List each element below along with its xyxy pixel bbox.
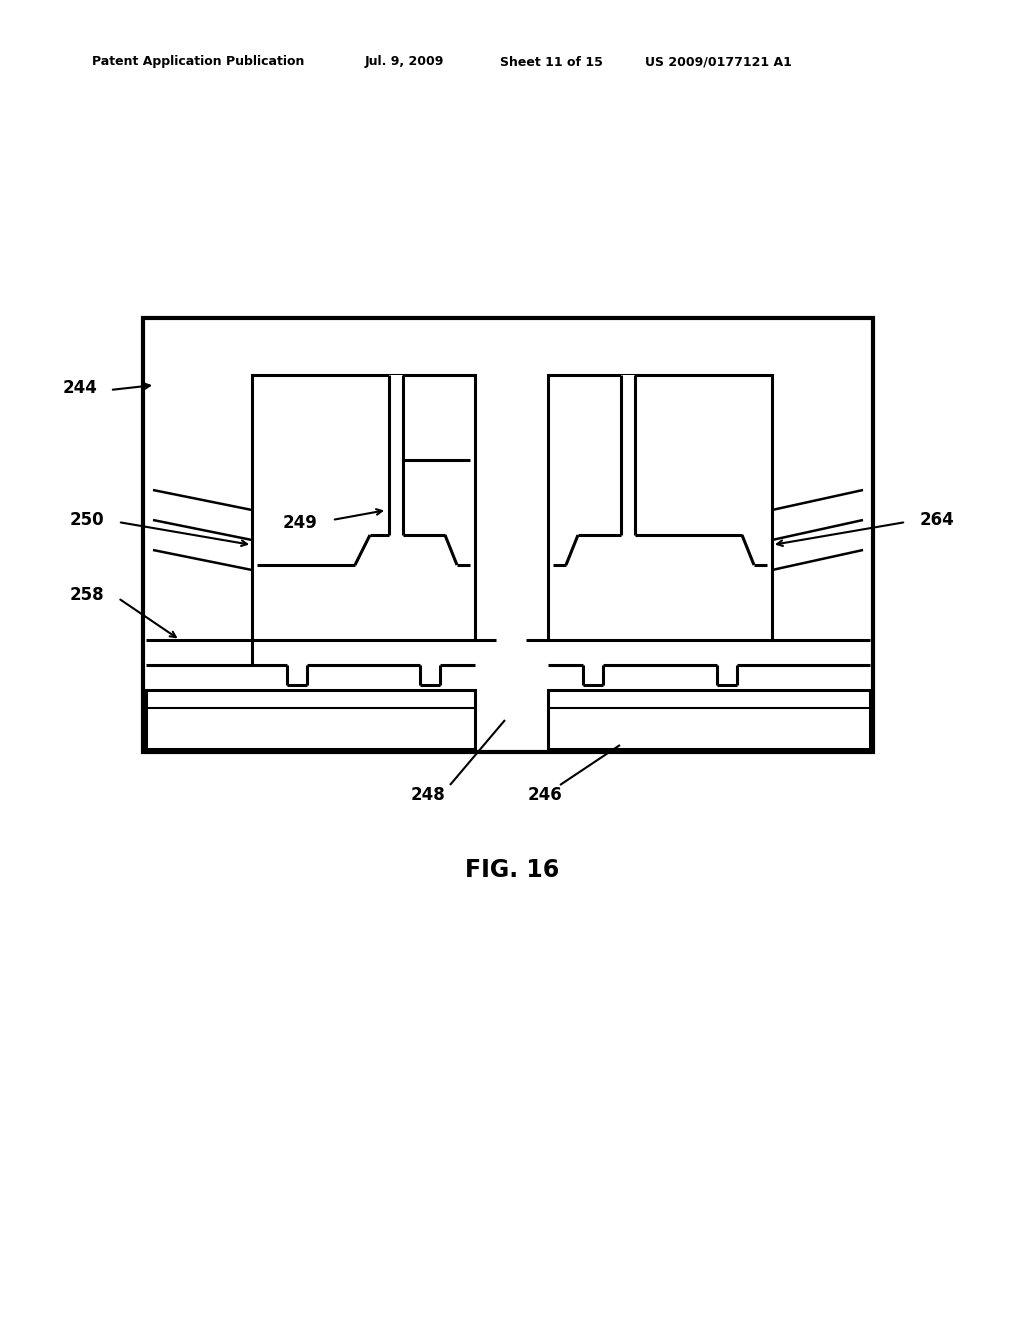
Bar bbox=[389, 375, 403, 535]
Text: 244: 244 bbox=[63, 379, 98, 397]
Bar bbox=[252, 375, 475, 640]
Text: FIG. 16: FIG. 16 bbox=[465, 858, 559, 882]
Bar bbox=[621, 375, 635, 535]
Text: Jul. 9, 2009: Jul. 9, 2009 bbox=[365, 55, 444, 69]
Text: 246: 246 bbox=[527, 785, 562, 804]
Text: US 2009/0177121 A1: US 2009/0177121 A1 bbox=[645, 55, 792, 69]
Text: 248: 248 bbox=[411, 785, 445, 804]
Bar bbox=[548, 690, 870, 748]
Text: 250: 250 bbox=[70, 511, 104, 529]
Text: Patent Application Publication: Patent Application Publication bbox=[92, 55, 304, 69]
Text: 264: 264 bbox=[920, 511, 954, 529]
Text: 258: 258 bbox=[70, 586, 104, 605]
Bar bbox=[143, 318, 873, 752]
Bar bbox=[548, 375, 772, 640]
Text: 249: 249 bbox=[283, 513, 318, 532]
Bar bbox=[146, 690, 475, 748]
Text: Sheet 11 of 15: Sheet 11 of 15 bbox=[500, 55, 603, 69]
